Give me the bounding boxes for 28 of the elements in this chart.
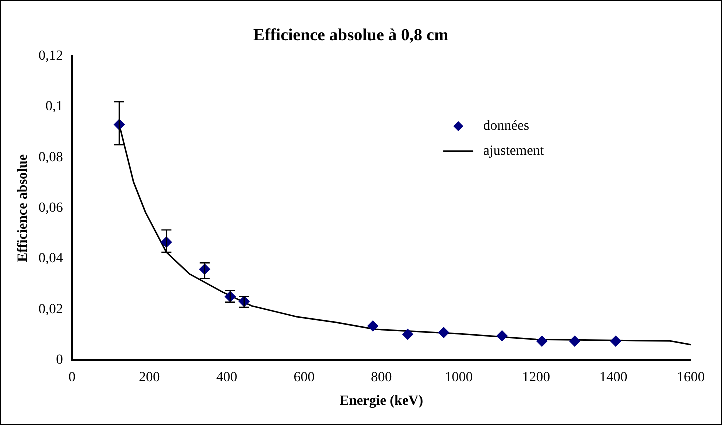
point — [610, 336, 622, 347]
x-tick-label: 0 — [68, 370, 76, 386]
point — [402, 329, 414, 340]
y-tick-label: 0,06 — [38, 201, 64, 216]
point — [438, 327, 450, 338]
x-tick-label: 1000 — [444, 370, 473, 386]
legend-label: ajustement — [484, 144, 544, 160]
y-tick-label: 0 — [56, 353, 64, 368]
point — [536, 336, 548, 347]
x-tick-label: 600 — [294, 370, 315, 386]
x-tick-label: 1400 — [600, 370, 628, 386]
point — [569, 336, 580, 347]
y-tick-label: 0,08 — [38, 150, 64, 166]
point — [368, 320, 379, 332]
x-tick-label: 800 — [371, 370, 392, 386]
legend-label: données — [484, 119, 530, 134]
x-tick-label: 400 — [216, 370, 238, 386]
x-tick-label: 1600 — [677, 370, 705, 386]
y-tick-label: 0,02 — [38, 302, 64, 318]
x-axis-title: Energie (keV) — [340, 394, 424, 410]
point — [496, 330, 508, 342]
x-tick-label: 200 — [139, 370, 160, 386]
y-axis-title: Efficience absolue — [16, 154, 32, 262]
y-tick-label: 0,1 — [46, 100, 64, 115]
y-tick-label: 0,12 — [38, 49, 64, 64]
y-tick-label: 0,04 — [38, 252, 64, 267]
chart-title: Efficience absolue à 0,8 cm — [254, 26, 448, 45]
x-tick-label: 1200 — [522, 370, 550, 386]
